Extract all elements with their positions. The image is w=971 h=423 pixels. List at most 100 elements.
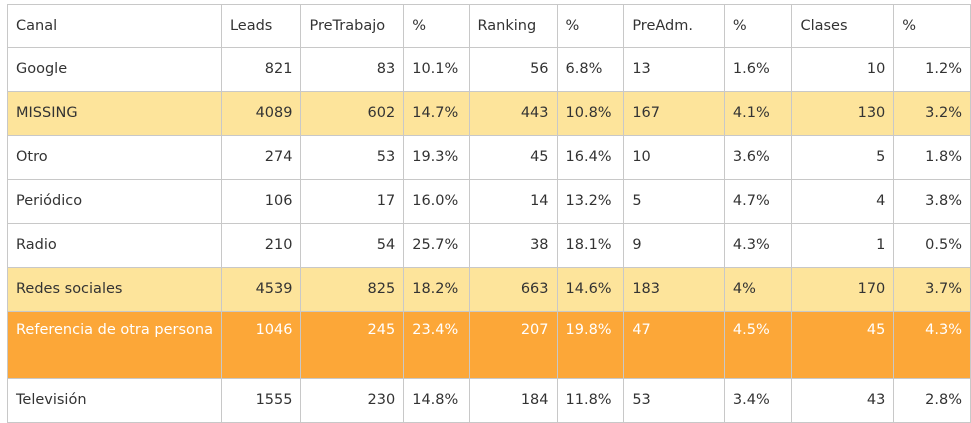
column-header-canal[interactable]: Canal — [7, 4, 222, 48]
column-header-leads[interactable]: Leads — [220, 4, 302, 48]
column-header-pretrabajo-pct[interactable]: % — [403, 4, 470, 48]
cell-pretrabajo-pct: 16.0% — [403, 179, 470, 224]
cell-pretrabajo-pct: 14.8% — [403, 378, 470, 423]
cell-pretrabajo: 245 — [300, 311, 405, 379]
cell-pretrabajo: 230 — [300, 378, 405, 423]
cell-canal: Otro — [7, 135, 222, 180]
cell-ranking: 207 — [468, 311, 558, 379]
cell-preadm-pct: 4% — [723, 267, 793, 312]
cell-leads: 821 — [220, 47, 302, 92]
cell-ranking: 38 — [468, 223, 558, 268]
cell-pretrabajo: 53 — [300, 135, 405, 180]
cell-leads: 106 — [220, 179, 302, 224]
cell-ranking: 14 — [468, 179, 558, 224]
cell-ranking-pct: 11.8% — [556, 378, 625, 423]
cell-pretrabajo: 54 — [300, 223, 405, 268]
cell-ranking: 443 — [468, 91, 558, 136]
cell-pretrabajo: 17 — [300, 179, 405, 224]
cell-clases: 5 — [791, 135, 895, 180]
cell-ranking-pct: 13.2% — [556, 179, 625, 224]
cell-preadm-pct: 4.5% — [723, 311, 793, 379]
cell-canal: Televisión — [7, 378, 222, 423]
cell-canal: MISSING — [7, 91, 222, 136]
cell-ranking-pct: 10.8% — [556, 91, 625, 136]
cell-pretrabajo-pct: 19.3% — [403, 135, 470, 180]
cell-preadm: 167 — [623, 91, 725, 136]
cell-pretrabajo-pct: 14.7% — [403, 91, 470, 136]
cell-ranking: 184 — [468, 378, 558, 423]
column-header-ranking[interactable]: Ranking — [468, 4, 558, 48]
cell-canal: Google — [7, 47, 222, 92]
cell-pretrabajo-pct: 23.4% — [403, 311, 470, 379]
cell-preadm: 53 — [623, 378, 725, 423]
cell-preadm-pct: 3.6% — [723, 135, 793, 180]
cell-preadm-pct: 1.6% — [723, 47, 793, 92]
table-row: Periódico 106 17 16.0% 14 13.2% 5 4.7% 4… — [7, 179, 971, 224]
column-header-pretrabajo[interactable]: PreTrabajo — [300, 4, 405, 48]
cell-preadm: 10 — [623, 135, 725, 180]
cell-canal: Radio — [7, 223, 222, 268]
cell-ranking-pct: 18.1% — [556, 223, 625, 268]
column-header-preadm[interactable]: PreAdm. — [623, 4, 725, 48]
cell-clases-pct: 4.3% — [893, 311, 971, 379]
cell-leads: 274 — [220, 135, 302, 180]
cell-pretrabajo-pct: 18.2% — [403, 267, 470, 312]
cell-preadm: 47 — [623, 311, 725, 379]
cell-clases-pct: 3.8% — [893, 179, 971, 224]
cell-preadm: 5 — [623, 179, 725, 224]
cell-ranking-pct: 16.4% — [556, 135, 625, 180]
cell-leads: 1555 — [220, 378, 302, 423]
column-header-ranking-pct[interactable]: % — [556, 4, 625, 48]
cell-ranking: 56 — [468, 47, 558, 92]
leads-table: Canal Leads PreTrabajo % Ranking % PreAd… — [7, 4, 971, 423]
cell-ranking-pct: 14.6% — [556, 267, 625, 312]
cell-ranking-pct: 6.8% — [556, 47, 625, 92]
cell-pretrabajo-pct: 10.1% — [403, 47, 470, 92]
cell-ranking: 663 — [468, 267, 558, 312]
cell-canal: Redes sociales — [7, 267, 222, 312]
cell-ranking: 45 — [468, 135, 558, 180]
cell-pretrabajo: 825 — [300, 267, 405, 312]
cell-clases: 10 — [791, 47, 895, 92]
cell-clases-pct: 1.8% — [893, 135, 971, 180]
cell-preadm-pct: 4.3% — [723, 223, 793, 268]
cell-leads: 4089 — [220, 91, 302, 136]
cell-preadm: 183 — [623, 267, 725, 312]
cell-clases: 45 — [791, 311, 895, 379]
cell-preadm-pct: 4.7% — [723, 179, 793, 224]
table-row: Referencia de otra persona 1046 245 23.4… — [7, 311, 971, 379]
column-header-preadm-pct[interactable]: % — [723, 4, 793, 48]
table-row: Radio 210 54 25.7% 38 18.1% 9 4.3% 1 0.5… — [7, 223, 971, 268]
table-header-row: Canal Leads PreTrabajo % Ranking % PreAd… — [7, 4, 971, 48]
cell-ranking-pct: 19.8% — [556, 311, 625, 379]
column-header-clases[interactable]: Clases — [791, 4, 895, 48]
cell-preadm: 13 — [623, 47, 725, 92]
cell-clases-pct: 1.2% — [893, 47, 971, 92]
cell-clases: 170 — [791, 267, 895, 312]
table-row: Google 821 83 10.1% 56 6.8% 13 1.6% 10 1… — [7, 47, 971, 92]
table-row: Redes sociales 4539 825 18.2% 663 14.6% … — [7, 267, 971, 312]
cell-clases: 1 — [791, 223, 895, 268]
cell-leads: 1046 — [220, 311, 302, 379]
cell-clases-pct: 3.2% — [893, 91, 971, 136]
cell-leads: 4539 — [220, 267, 302, 312]
cell-preadm: 9 — [623, 223, 725, 268]
table-row: Otro 274 53 19.3% 45 16.4% 10 3.6% 5 1.8… — [7, 135, 971, 180]
table-row: Televisión 1555 230 14.8% 184 11.8% 53 3… — [7, 378, 971, 423]
column-header-clases-pct[interactable]: % — [893, 4, 971, 48]
cell-pretrabajo: 602 — [300, 91, 405, 136]
cell-preadm-pct: 4.1% — [723, 91, 793, 136]
table-row: MISSING 4089 602 14.7% 443 10.8% 167 4.1… — [7, 91, 971, 136]
cell-clases: 130 — [791, 91, 895, 136]
cell-clases: 43 — [791, 378, 895, 423]
cell-clases-pct: 0.5% — [893, 223, 971, 268]
cell-clases-pct: 3.7% — [893, 267, 971, 312]
cell-clases: 4 — [791, 179, 895, 224]
cell-canal: Periódico — [7, 179, 222, 224]
cell-clases-pct: 2.8% — [893, 378, 971, 423]
cell-pretrabajo-pct: 25.7% — [403, 223, 470, 268]
cell-canal: Referencia de otra persona — [7, 311, 222, 379]
cell-pretrabajo: 83 — [300, 47, 405, 92]
cell-preadm-pct: 3.4% — [723, 378, 793, 423]
cell-leads: 210 — [220, 223, 302, 268]
